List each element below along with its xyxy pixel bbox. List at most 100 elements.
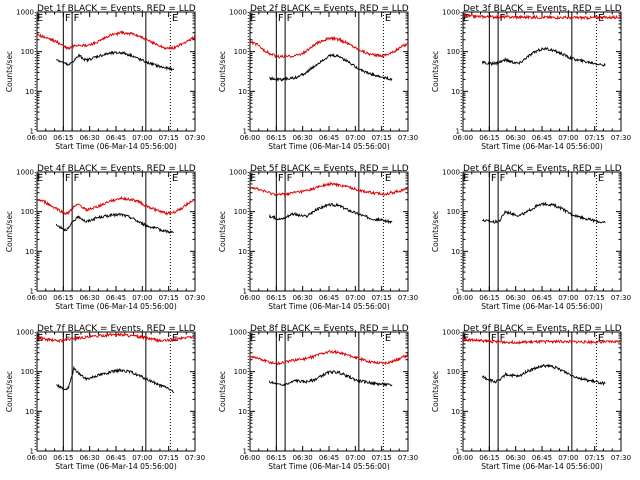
plot-frame xyxy=(36,11,196,132)
x-tick-label: 06:45 xyxy=(319,134,339,142)
y-tick-label: 1000 xyxy=(16,329,34,337)
marker-label: E xyxy=(385,173,391,184)
marker-label: E xyxy=(598,333,604,344)
x-tick-label: 07:30 xyxy=(398,454,418,462)
y-tick-label: 1 xyxy=(243,288,247,296)
x-tick-label: 07:30 xyxy=(185,134,205,142)
series-events-line xyxy=(55,50,175,72)
y-tick-label: 1 xyxy=(456,288,460,296)
y-tick-label: 1000 xyxy=(442,329,460,337)
x-tick-label: 06:00 xyxy=(240,454,260,462)
marker-label: E xyxy=(385,333,391,344)
x-tick-label: 06:00 xyxy=(240,294,260,302)
series-lld-line xyxy=(463,337,621,346)
marker-label: E xyxy=(385,13,391,24)
x-tick-label: 06:30 xyxy=(293,294,313,302)
x-tick-label: 06:30 xyxy=(506,454,526,462)
x-axis-label: Start Time (06-Mar-14 05:56:00) xyxy=(268,302,390,311)
x-tick-label: 07:30 xyxy=(398,134,418,142)
y-tick-label: 10 xyxy=(25,88,34,96)
marker-label: F xyxy=(74,173,80,184)
x-tick-label: 06:30 xyxy=(293,454,313,462)
y-tick-label: 1000 xyxy=(229,169,247,177)
marker-label: E xyxy=(172,13,178,24)
x-tick-label: 07:00 xyxy=(345,294,365,302)
marker-label: F xyxy=(278,173,284,184)
y-tick-label: 1 xyxy=(456,448,460,456)
chart-title: Det 9f BLACK = Events, RED = LLD xyxy=(463,324,622,334)
marker-label: F xyxy=(500,13,506,24)
y-tick-label: 1000 xyxy=(229,329,247,337)
series-events-line xyxy=(268,370,393,387)
x-axis-label: Start Time (06-Mar-14 05:56:00) xyxy=(55,302,177,311)
marker-label: F xyxy=(491,333,497,344)
x-tick-label: 07:00 xyxy=(558,134,578,142)
marker-label: F xyxy=(287,13,293,24)
series-lld-line xyxy=(463,13,621,21)
x-tick-label: 06:15 xyxy=(53,454,73,462)
x-tick-label: 07:00 xyxy=(132,294,152,302)
y-axis-label: Counts/sec xyxy=(431,51,440,92)
x-tick-label: 07:15 xyxy=(159,134,179,142)
marker-label: F xyxy=(500,333,506,344)
y-tick-label: 100 xyxy=(21,208,34,216)
marker-label: F xyxy=(65,13,71,24)
x-tick-label: 07:15 xyxy=(585,294,605,302)
series-events-line xyxy=(55,212,174,234)
series-events-line xyxy=(56,365,174,393)
y-axis-label: Counts/sec xyxy=(431,371,440,412)
x-tick-label: 06:45 xyxy=(319,294,339,302)
x-tick-label: 06:00 xyxy=(453,134,473,142)
chart-title: Det 6f BLACK = Events, RED = LLD xyxy=(463,164,622,174)
marker-label: F xyxy=(65,173,71,184)
panel-8: Det 8f BLACK = Events, RED = LLD 1 10 100 10… xyxy=(218,324,418,471)
x-tick-label: 06:30 xyxy=(293,134,313,142)
x-tick-label: 07:15 xyxy=(159,454,179,462)
series-lld-line xyxy=(37,332,195,344)
x-axis-label: Start Time (06-Mar-14 05:56:00) xyxy=(268,142,390,151)
marker-label: E xyxy=(172,333,178,344)
x-tick-label: 06:45 xyxy=(106,134,126,142)
chart-title: Det 7f BLACK = Events, RED = LLD xyxy=(37,324,196,334)
x-axis-label: Start Time (06-Mar-14 05:56:00) xyxy=(55,462,177,471)
y-tick-label: 10 xyxy=(25,248,34,256)
x-axis-label: Start Time (06-Mar-14 05:56:00) xyxy=(481,462,603,471)
y-tick-label: 100 xyxy=(21,368,34,376)
series-events-line xyxy=(481,363,606,387)
x-tick-label: 06:15 xyxy=(266,454,286,462)
plot-frame xyxy=(462,171,622,292)
y-tick-label: 1000 xyxy=(442,9,460,17)
y-axis-label: Counts/sec xyxy=(5,371,14,412)
marker-label: E xyxy=(250,173,256,184)
x-tick-label: 06:45 xyxy=(319,454,339,462)
panel-2: Det 2f BLACK = Events, RED = LLD 1 10 100 10… xyxy=(218,4,418,151)
x-axis-label: Start Time (06-Mar-14 05:56:00) xyxy=(481,142,603,151)
series-lld-line xyxy=(37,195,195,216)
x-tick-label: 07:15 xyxy=(372,454,392,462)
chart-title: Det 3f BLACK = Events, RED = LLD xyxy=(463,4,622,14)
x-tick-label: 06:00 xyxy=(27,134,47,142)
panel-6: Det 6f BLACK = Events, RED = LLD 1 10 100 10… xyxy=(431,164,631,311)
y-tick-label: 1000 xyxy=(229,9,247,17)
x-tick-label: 06:30 xyxy=(506,294,526,302)
y-tick-label: 100 xyxy=(447,368,460,376)
x-tick-label: 06:30 xyxy=(80,294,100,302)
x-tick-label: 06:45 xyxy=(532,454,552,462)
marker-label: F xyxy=(491,173,497,184)
y-tick-label: 100 xyxy=(234,48,247,56)
y-tick-label: 10 xyxy=(238,88,247,96)
y-tick-label: 1 xyxy=(30,288,34,296)
marker-label: F xyxy=(287,333,293,344)
series-events-line xyxy=(482,201,606,225)
plot-frame xyxy=(249,11,409,132)
y-tick-label: 1 xyxy=(243,448,247,456)
x-tick-label: 06:15 xyxy=(479,454,499,462)
y-tick-label: 100 xyxy=(234,368,247,376)
x-tick-label: 06:45 xyxy=(106,454,126,462)
plot-frame xyxy=(462,11,622,132)
y-axis-label: Counts/sec xyxy=(218,51,227,92)
series-lld-line xyxy=(250,181,408,197)
marker-label: E xyxy=(172,173,178,184)
marker-label: F xyxy=(278,333,284,344)
